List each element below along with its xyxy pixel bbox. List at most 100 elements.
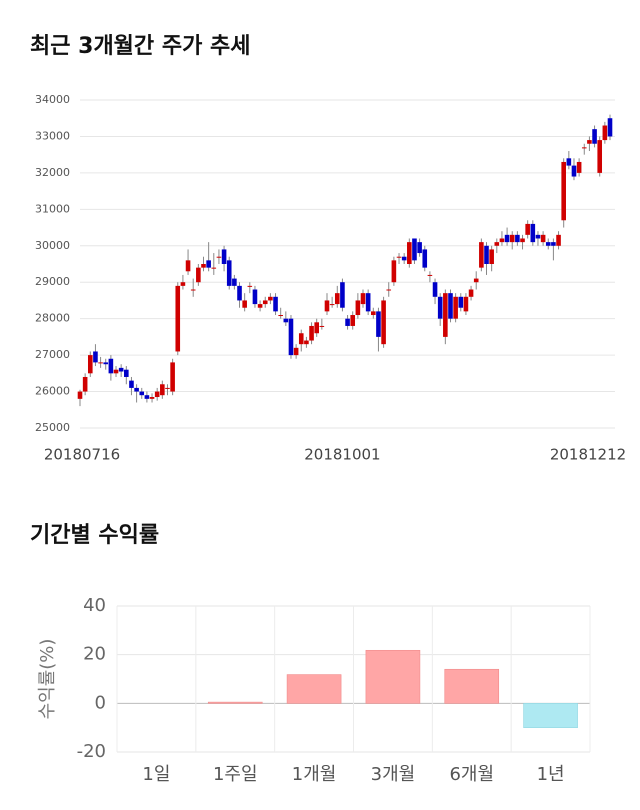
candle-body: [232, 278, 237, 286]
candle-body: [160, 384, 165, 396]
candle-body: [124, 369, 129, 377]
candle-body: [597, 140, 603, 173]
candle-body: [283, 318, 289, 323]
candle-body: [376, 311, 381, 337]
candle-body: [103, 362, 109, 365]
candle-body: [407, 242, 412, 264]
candle-body: [386, 289, 392, 291]
candle-body: [273, 296, 278, 312]
candle-body: [561, 161, 566, 221]
y-tick-label: 26000: [35, 385, 70, 398]
bar: [444, 668, 500, 704]
candle-body: [468, 289, 474, 297]
candle-body: [365, 293, 371, 312]
x-tick-label: 1년: [537, 764, 565, 785]
candle-body: [458, 296, 464, 308]
y-tick-label: 29000: [35, 275, 70, 288]
candle-body: [422, 249, 428, 268]
candle-body: [473, 278, 479, 283]
y-tick-label: 40: [83, 595, 106, 616]
candle-body: [262, 300, 268, 305]
candle-body: [437, 296, 443, 319]
candle-body: [520, 238, 525, 243]
candle-body: [381, 300, 386, 345]
candle-body: [185, 260, 191, 272]
x-tick-label: 20181001: [304, 446, 380, 464]
bar: [207, 701, 263, 704]
candle-body: [257, 304, 263, 308]
candle-body: [170, 362, 175, 392]
candle-body: [144, 395, 150, 399]
candle-body: [592, 129, 597, 144]
candle-body: [545, 242, 551, 246]
candle-body: [396, 256, 402, 258]
x-tick-label: 1일: [142, 764, 170, 785]
candle-body: [417, 242, 422, 254]
candle-body: [314, 322, 319, 334]
candle-body: [129, 380, 134, 388]
candle-body: [499, 238, 505, 243]
candle-body: [412, 238, 417, 261]
candle-body: [252, 289, 258, 305]
bar: [523, 703, 578, 728]
candle-body: [448, 293, 453, 319]
x-tick-label: 20181212: [550, 446, 626, 464]
candle-body: [551, 242, 556, 246]
candle-body: [479, 242, 484, 268]
candle-body: [304, 340, 309, 345]
candle-body: [345, 318, 350, 326]
candle-body: [401, 256, 407, 261]
candle-body: [82, 376, 88, 392]
candle-body: [221, 249, 227, 264]
candle-body: [360, 293, 366, 305]
x-tick-label: 3개월: [371, 764, 416, 785]
candle-body: [247, 285, 253, 287]
candle-body: [77, 391, 83, 399]
candle-body: [149, 397, 155, 399]
candle-body: [489, 249, 494, 264]
candle-body: [216, 256, 222, 258]
candle-body: [319, 325, 325, 327]
x-tick-label: 1개월: [292, 764, 337, 785]
candle-body: [391, 260, 397, 283]
candle-body: [432, 282, 438, 297]
candle-body: [334, 293, 340, 305]
candle-body: [566, 158, 572, 166]
candle-body: [278, 315, 283, 317]
y-tick-label: 32000: [35, 166, 70, 179]
candle-body: [288, 318, 294, 356]
candle-body: [268, 296, 273, 301]
x-tick-label: 6개월: [449, 764, 494, 785]
y-tick-label: 28000: [35, 312, 70, 325]
candle-body: [494, 242, 500, 246]
candle-body: [196, 267, 201, 283]
candle-body: [602, 125, 608, 141]
y-tick-label: -20: [77, 741, 106, 762]
candle-body: [226, 260, 232, 286]
candle-body: [324, 300, 330, 312]
chart-title: 최근 3개월간 주가 추세: [30, 34, 250, 59]
y-tick-label: 30000: [35, 239, 70, 252]
candle-body: [134, 387, 139, 392]
y-tick-label: 0: [95, 692, 106, 713]
candle-body: [427, 274, 433, 276]
candle-body: [587, 140, 592, 144]
chart-title: 기간별 수익률: [30, 523, 159, 548]
candle-body: [139, 391, 145, 396]
x-tick-label: 1주일: [213, 764, 258, 785]
candle-body: [108, 358, 114, 374]
candle-body: [576, 161, 582, 173]
candle-body: [118, 367, 124, 372]
candle-body: [371, 311, 376, 316]
y-tick-label: 33000: [35, 129, 70, 142]
candle-body: [355, 300, 361, 316]
candle-body: [98, 362, 103, 364]
candle-body: [242, 300, 247, 308]
candle-body: [571, 165, 577, 177]
candle-body: [237, 285, 242, 301]
candle-body: [201, 264, 206, 268]
bar: [365, 649, 421, 704]
candle-body: [165, 387, 170, 389]
x-tick-label: 20180716: [44, 446, 120, 464]
